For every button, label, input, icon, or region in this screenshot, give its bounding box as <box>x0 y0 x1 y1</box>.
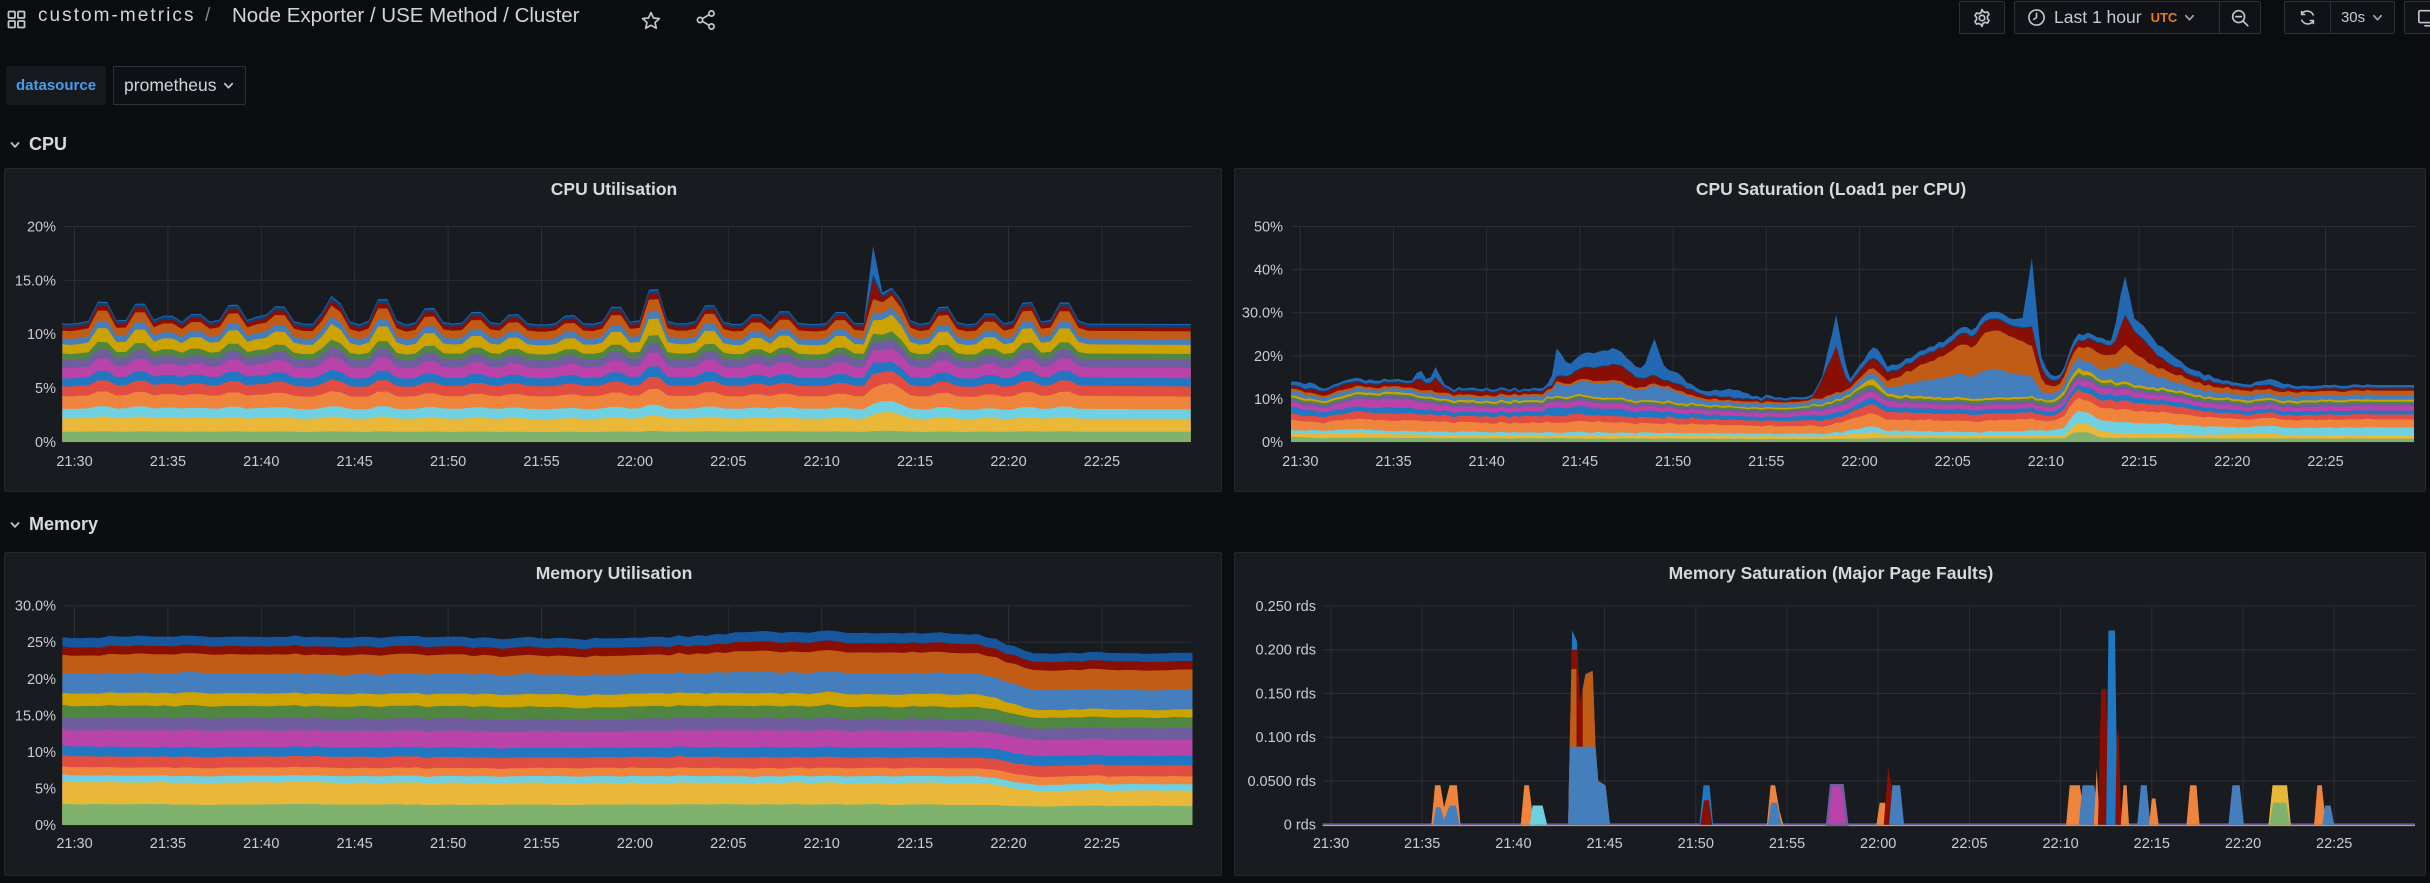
svg-text:21:40: 21:40 <box>243 454 279 470</box>
svg-text:21:50: 21:50 <box>1678 836 1714 852</box>
svg-text:22:25: 22:25 <box>2307 454 2343 470</box>
svg-text:22:10: 22:10 <box>804 454 840 470</box>
svg-text:21:50: 21:50 <box>430 454 466 470</box>
svg-text:Memory Saturation (Major Page: Memory Saturation (Major Page Faults) <box>1669 563 1994 583</box>
svg-text:Memory Utilisation: Memory Utilisation <box>536 563 693 583</box>
svg-text:22:10: 22:10 <box>2042 836 2078 852</box>
svg-text:22:10: 22:10 <box>2028 454 2064 470</box>
svg-text:22:15: 22:15 <box>2134 836 2170 852</box>
svg-text:0 rds: 0 rds <box>1284 818 1316 834</box>
svg-text:21:55: 21:55 <box>1769 836 1805 852</box>
svg-text:22:00: 22:00 <box>617 454 653 470</box>
svg-text:21:30: 21:30 <box>1313 836 1349 852</box>
svg-text:21:40: 21:40 <box>1469 454 1505 470</box>
svg-text:21:55: 21:55 <box>523 836 559 852</box>
svg-text:21:55: 21:55 <box>1748 454 1784 470</box>
svg-text:0.100 rds: 0.100 rds <box>1256 730 1316 746</box>
svg-text:21:45: 21:45 <box>337 836 373 852</box>
svg-text:22:15: 22:15 <box>2121 454 2157 470</box>
svg-text:21:30: 21:30 <box>56 454 92 470</box>
svg-text:22:25: 22:25 <box>2316 836 2352 852</box>
svg-text:15.0%: 15.0% <box>15 273 56 289</box>
svg-text:21:40: 21:40 <box>1495 836 1531 852</box>
svg-text:22:00: 22:00 <box>617 836 653 852</box>
svg-text:22:15: 22:15 <box>897 836 933 852</box>
svg-text:22:20: 22:20 <box>2214 454 2250 470</box>
svg-text:0%: 0% <box>1262 435 1283 451</box>
svg-text:21:35: 21:35 <box>150 836 186 852</box>
svg-text:22:25: 22:25 <box>1084 454 1120 470</box>
svg-text:22:20: 22:20 <box>990 836 1026 852</box>
svg-text:0.200 rds: 0.200 rds <box>1256 643 1316 659</box>
svg-text:22:25: 22:25 <box>1084 836 1120 852</box>
svg-text:21:55: 21:55 <box>523 454 559 470</box>
svg-text:22:05: 22:05 <box>1951 836 1987 852</box>
svg-text:40%: 40% <box>1254 263 1283 279</box>
svg-text:21:45: 21:45 <box>1586 836 1622 852</box>
svg-text:21:40: 21:40 <box>243 836 279 852</box>
svg-text:CPU Saturation (Load1 per CPU): CPU Saturation (Load1 per CPU) <box>1696 179 1966 199</box>
svg-text:25%: 25% <box>27 635 56 651</box>
svg-text:21:35: 21:35 <box>150 454 186 470</box>
svg-text:10%: 10% <box>27 745 56 761</box>
svg-text:21:50: 21:50 <box>430 836 466 852</box>
svg-text:0%: 0% <box>35 818 56 834</box>
svg-text:0.0500 rds: 0.0500 rds <box>1247 774 1316 790</box>
svg-text:5%: 5% <box>35 381 56 397</box>
svg-text:50%: 50% <box>1254 220 1283 236</box>
svg-text:22:15: 22:15 <box>897 454 933 470</box>
svg-text:22:05: 22:05 <box>710 454 746 470</box>
svg-text:21:30: 21:30 <box>1282 454 1318 470</box>
svg-text:22:00: 22:00 <box>1860 836 1896 852</box>
svg-text:21:35: 21:35 <box>1404 836 1440 852</box>
svg-text:10%: 10% <box>27 327 56 343</box>
svg-text:20%: 20% <box>27 672 56 688</box>
svg-text:22:05: 22:05 <box>1935 454 1971 470</box>
svg-text:21:45: 21:45 <box>1562 454 1598 470</box>
svg-text:30.0%: 30.0% <box>15 599 56 615</box>
svg-text:10%: 10% <box>1254 392 1283 408</box>
svg-text:22:05: 22:05 <box>710 836 746 852</box>
svg-text:21:35: 21:35 <box>1375 454 1411 470</box>
svg-text:22:10: 22:10 <box>804 836 840 852</box>
svg-text:21:30: 21:30 <box>56 836 92 852</box>
svg-text:21:45: 21:45 <box>337 454 373 470</box>
svg-text:CPU Utilisation: CPU Utilisation <box>551 179 677 199</box>
svg-text:20%: 20% <box>27 220 56 236</box>
svg-text:15.0%: 15.0% <box>15 708 56 724</box>
svg-text:5%: 5% <box>35 781 56 797</box>
svg-text:0%: 0% <box>35 435 56 451</box>
svg-text:21:50: 21:50 <box>1655 454 1691 470</box>
svg-text:20%: 20% <box>1254 349 1283 365</box>
svg-text:0.150 rds: 0.150 rds <box>1256 687 1316 703</box>
svg-text:22:00: 22:00 <box>1841 454 1877 470</box>
svg-text:22:20: 22:20 <box>2225 836 2261 852</box>
svg-text:22:20: 22:20 <box>990 454 1026 470</box>
svg-text:30.0%: 30.0% <box>1242 306 1283 322</box>
svg-text:0.250 rds: 0.250 rds <box>1256 599 1316 615</box>
